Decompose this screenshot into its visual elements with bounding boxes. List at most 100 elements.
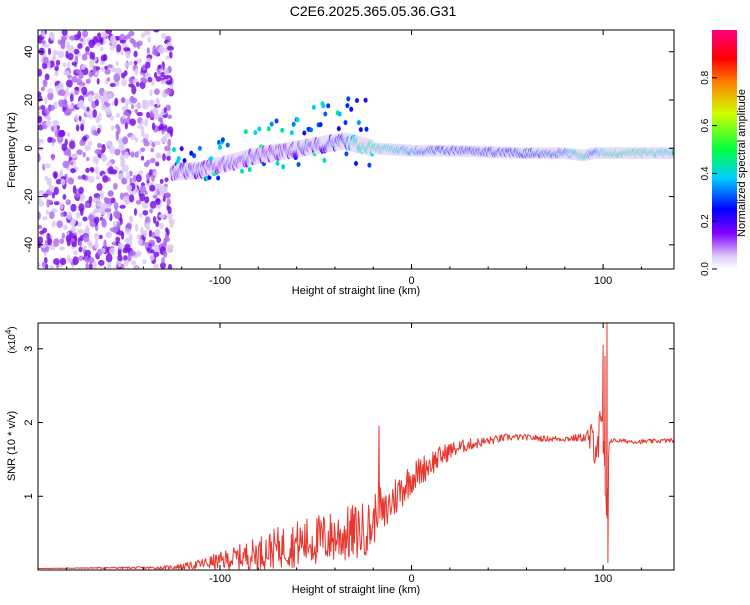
trace-scatter — [281, 164, 286, 170]
noise-blob — [78, 255, 85, 261]
trace-scatter — [367, 162, 372, 168]
noise-blob — [59, 246, 65, 251]
noise-blob — [62, 62, 67, 68]
noise-blob — [125, 200, 129, 206]
trace-scatter — [275, 160, 280, 166]
noise-blob — [114, 97, 119, 107]
noise-blob — [117, 254, 123, 262]
noise-blob — [142, 259, 147, 265]
noise-blob — [124, 243, 131, 251]
noise-blob — [79, 37, 84, 42]
noise-blob — [49, 31, 56, 41]
noise-blob — [107, 64, 114, 69]
noise-blob — [69, 93, 74, 102]
noise-blob — [55, 178, 63, 185]
noise-blob — [135, 81, 140, 87]
snr-x-tick-label: 100 — [594, 573, 612, 585]
noise-blob — [78, 246, 83, 253]
noise-blob — [159, 118, 164, 125]
trace-scatter — [321, 103, 326, 109]
noise-blob — [70, 153, 78, 159]
colorbar-tick-label: 0.4 — [700, 166, 711, 180]
noise-blob — [86, 156, 90, 162]
noise-blob — [143, 230, 148, 237]
noise-blob — [164, 88, 172, 95]
noise-blob — [153, 72, 158, 79]
noise-blob — [82, 30, 88, 38]
noise-blob — [83, 234, 90, 243]
noise-blob — [38, 146, 44, 151]
noise-blob — [92, 109, 97, 118]
noise-blob — [111, 125, 115, 131]
noise-blob — [127, 253, 132, 262]
trace-scatter — [337, 111, 342, 117]
noise-blob — [167, 138, 172, 148]
noise-blob — [70, 161, 74, 166]
noise-blob — [121, 114, 126, 120]
spectrogram-x-tick-label: 0 — [408, 275, 414, 287]
noise-blob — [137, 124, 144, 129]
noise-blob — [38, 36, 43, 44]
noise-blob — [153, 113, 160, 120]
noise-blob — [142, 210, 149, 216]
noise-blob — [165, 227, 169, 233]
noise-blob — [101, 248, 106, 253]
noise-blob — [38, 224, 43, 230]
noise-blob — [112, 220, 118, 228]
noise-blob — [166, 45, 174, 51]
noise-blob — [165, 80, 172, 85]
trace-scatter — [363, 97, 368, 103]
noise-blob — [42, 56, 49, 64]
noise-blob — [153, 244, 158, 253]
noise-blob — [110, 35, 116, 44]
noise-blob — [85, 78, 91, 85]
noise-blob — [92, 155, 100, 164]
snr-x-tick-label: -100 — [209, 573, 231, 585]
noise-blob — [120, 97, 126, 103]
noise-blob — [40, 138, 44, 144]
noise-blob — [137, 43, 141, 50]
noise-blob — [69, 35, 76, 41]
noise-blob — [78, 203, 85, 213]
noise-blob — [66, 211, 73, 220]
noise-blob — [62, 160, 70, 169]
trace-scatter — [253, 130, 258, 136]
noise-blob — [43, 43, 50, 48]
noise-blob — [72, 185, 77, 194]
noise-blob — [43, 163, 51, 169]
noise-blob — [147, 76, 153, 83]
trace-scatter — [356, 120, 361, 126]
noise-blob — [88, 39, 95, 49]
snr-y-tick-label: 2 — [23, 419, 35, 425]
noise-blob — [158, 222, 164, 230]
noise-blob — [57, 129, 65, 138]
noise-blob — [41, 40, 46, 45]
colorbar-tick-label: 0.6 — [700, 118, 711, 132]
noise-blob — [104, 68, 111, 75]
noise-blob — [113, 182, 118, 190]
noise-blob — [77, 228, 84, 235]
noise-blob — [142, 79, 148, 84]
noise-blob — [125, 172, 131, 180]
snr-x-label: Height of straight line (km) — [292, 584, 420, 596]
snr-y-multiplier: (x104) — [4, 326, 18, 353]
noise-blob — [82, 136, 88, 142]
noise-blob — [84, 144, 91, 152]
noise-blob — [118, 260, 122, 268]
noise-blob — [137, 238, 143, 245]
noise-blob — [134, 265, 139, 269]
snr-y-tick-label: 1 — [23, 493, 35, 499]
noise-blob — [127, 112, 131, 118]
noise-blob — [42, 216, 48, 221]
noise-blob — [161, 32, 166, 39]
noise-blob — [150, 157, 156, 164]
noise-blob — [119, 204, 126, 209]
noise-blob — [52, 50, 60, 55]
noise-blob — [163, 251, 168, 258]
noise-blob — [115, 132, 120, 141]
noise-blob — [128, 83, 135, 88]
noise-blob — [155, 204, 161, 210]
trace-scatter — [291, 121, 296, 127]
trace-scatter — [289, 130, 294, 136]
noise-blob — [160, 262, 166, 269]
